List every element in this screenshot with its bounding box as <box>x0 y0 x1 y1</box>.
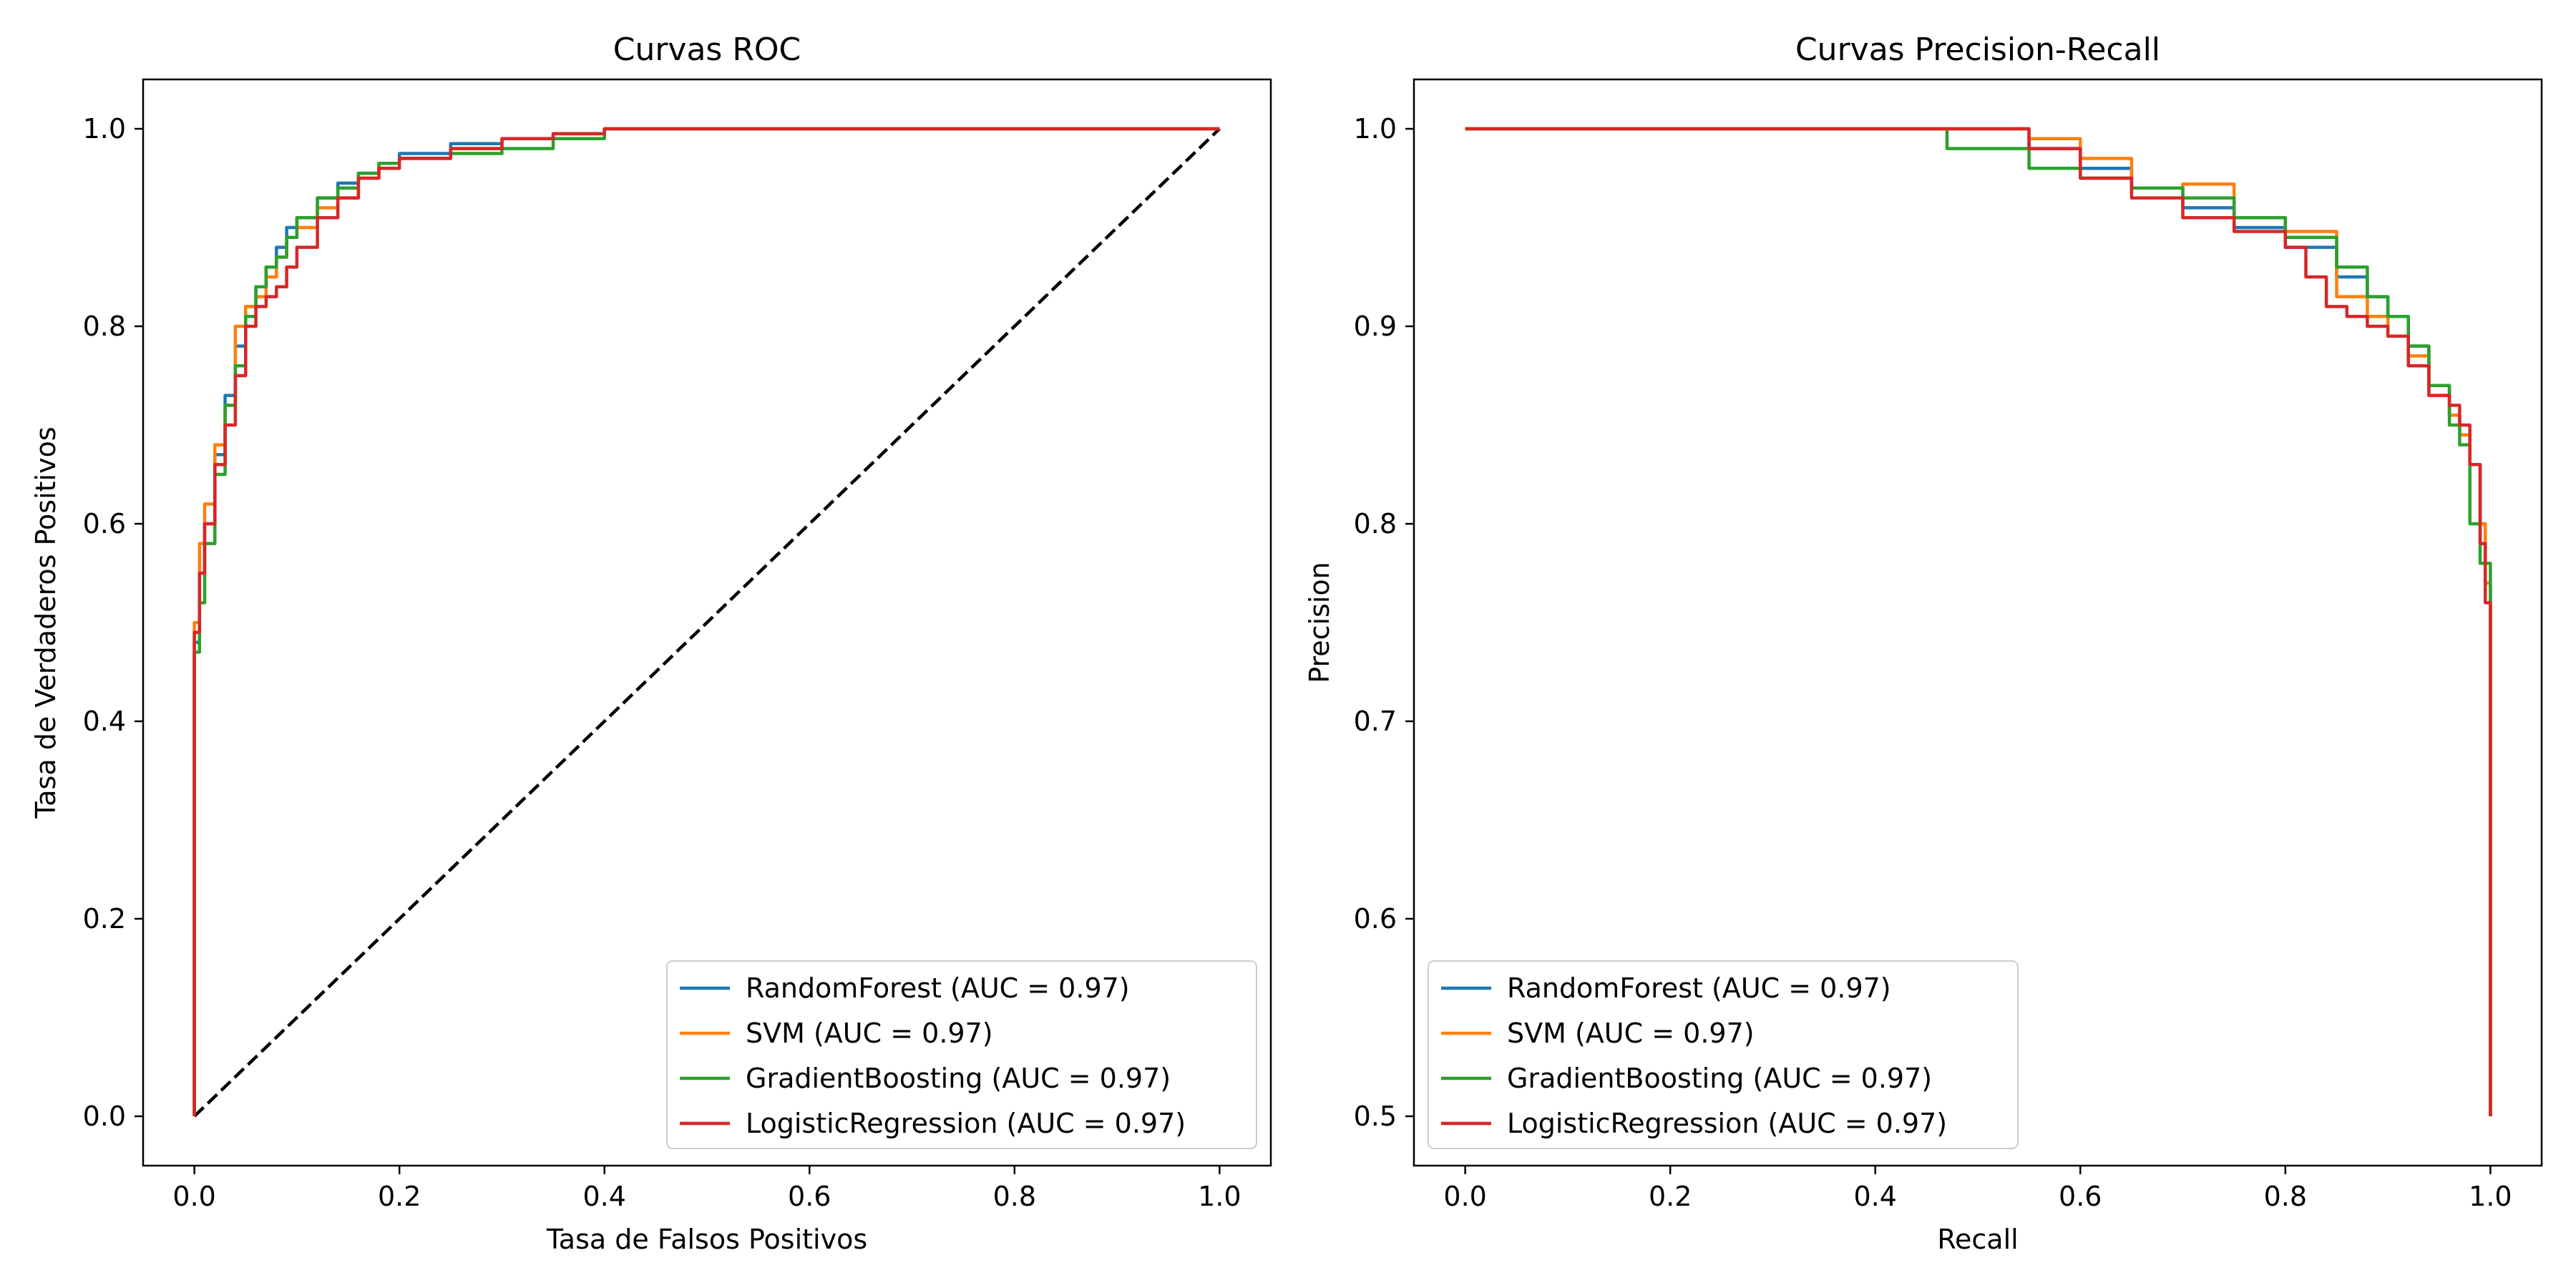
pr-x-tick-label: 0.4 <box>1854 1181 1897 1212</box>
pr-x-tick-label: 0.6 <box>2059 1181 2102 1212</box>
pr-legend-label-3: LogisticRegression (AUC = 0.97) <box>1507 1108 1947 1139</box>
roc-y-tick-label: 0.6 <box>83 508 126 540</box>
roc-chart: 0.0 0.2 0.4 0.6 0.8 1.0 0.0 0.2 0.4 0.6 0.8 1.0 Cu… <box>30 31 1272 1255</box>
pr-y-tick-label: 0.5 <box>1354 1101 1397 1132</box>
roc-series-2-line <box>192 127 1220 1116</box>
pr-chart: 0.0 0.2 0.4 0.6 0.8 1.0 0.5 0.6 0.7 0.8 0.9 1.0 Cu… <box>1304 31 2543 1255</box>
pr-legend-label-1: SVM (AUC = 0.97) <box>1507 1018 1755 1049</box>
pr-plot-area <box>1465 127 2492 1116</box>
roc-y-axis-label: Tasa de Verdaderos Positivos <box>30 426 62 819</box>
pr-x-tick-label: 0.8 <box>2264 1181 2307 1212</box>
pr-y-axis-label: Precision <box>1304 562 1335 683</box>
roc-y-tick-label: 0.8 <box>83 311 126 342</box>
pr-x-axis-label: Recall <box>1937 1224 2018 1255</box>
roc-x-tick-label: 0.4 <box>583 1181 626 1212</box>
pr-legend-box <box>1428 960 2019 1149</box>
roc-y-tick-label: 1.0 <box>83 113 126 145</box>
pr-x-ticks: 0.0 0.2 0.4 0.6 0.8 1.0 <box>1443 1166 2512 1212</box>
pr-y-tick-label: 0.7 <box>1354 706 1397 737</box>
pr-y-tick-label: 0.8 <box>1354 508 1397 540</box>
pr-x-tick-label: 0.2 <box>1649 1181 1692 1212</box>
roc-y-tick-label: 0.2 <box>83 903 126 935</box>
roc-legend-entries: RandomForest (AUC = 0.97) SVM (AUC = 0.97… <box>680 972 1186 1139</box>
roc-x-tick-label: 0.8 <box>993 1181 1036 1212</box>
roc-legend: RandomForest (AUC = 0.97) SVM (AUC = 0.97… <box>666 960 1257 1149</box>
pr-axes-frame <box>1413 78 2543 1167</box>
pr-y-tick-label: 0.6 <box>1354 903 1397 935</box>
roc-axes-frame <box>142 78 1272 1167</box>
roc-y-tick-label: 0.0 <box>83 1101 126 1132</box>
roc-legend-label-2: GradientBoosting (AUC = 0.97) <box>746 1063 1171 1094</box>
pr-x-tick-label: 0.0 <box>1443 1181 1486 1212</box>
roc-legend-box <box>666 960 1257 1149</box>
roc-x-tick-label: 0.6 <box>788 1181 831 1212</box>
roc-legend-label-1: SVM (AUC = 0.97) <box>746 1018 993 1049</box>
pr-series-3-line <box>1465 127 2492 1116</box>
pr-x-tick-label: 1.0 <box>2469 1181 2512 1212</box>
roc-reference-line <box>193 127 1221 1118</box>
pr-y-tick-label: 1.0 <box>1354 113 1397 145</box>
roc-y-tick-label: 0.4 <box>83 706 126 737</box>
roc-chart-title: Curvas ROC <box>613 31 801 68</box>
pr-series-2-line <box>1465 127 2492 1116</box>
pr-legend-label-0: RandomForest (AUC = 0.97) <box>1507 972 1891 1004</box>
roc-plot-area <box>192 127 1221 1118</box>
roc-x-tick-label: 0.0 <box>172 1181 215 1212</box>
pr-y-tick-label: 0.9 <box>1354 311 1397 342</box>
pr-legend-label-2: GradientBoosting (AUC = 0.97) <box>1507 1063 1932 1094</box>
roc-x-ticks: 0.0 0.2 0.4 0.6 0.8 1.0 <box>172 1166 1241 1212</box>
pr-legend-entries: RandomForest (AUC = 0.97) SVM (AUC = 0.97… <box>1441 972 1947 1139</box>
roc-x-tick-label: 0.2 <box>378 1181 421 1212</box>
roc-x-axis-label: Tasa de Falsos Positivos <box>546 1224 867 1255</box>
roc-series-3-line <box>192 127 1220 1116</box>
roc-y-ticks: 0.0 0.2 0.4 0.6 0.8 1.0 <box>83 113 143 1132</box>
roc-legend-label-3: LogisticRegression (AUC = 0.97) <box>746 1108 1186 1139</box>
pr-chart-title: Curvas Precision-Recall <box>1795 31 2160 68</box>
roc-x-tick-label: 1.0 <box>1198 1181 1241 1212</box>
pr-y-ticks: 0.5 0.6 0.7 0.8 0.9 1.0 <box>1354 113 1414 1132</box>
roc-legend-label-0: RandomForest (AUC = 0.97) <box>746 972 1130 1004</box>
pr-legend: RandomForest (AUC = 0.97) SVM (AUC = 0.97… <box>1428 960 2019 1149</box>
